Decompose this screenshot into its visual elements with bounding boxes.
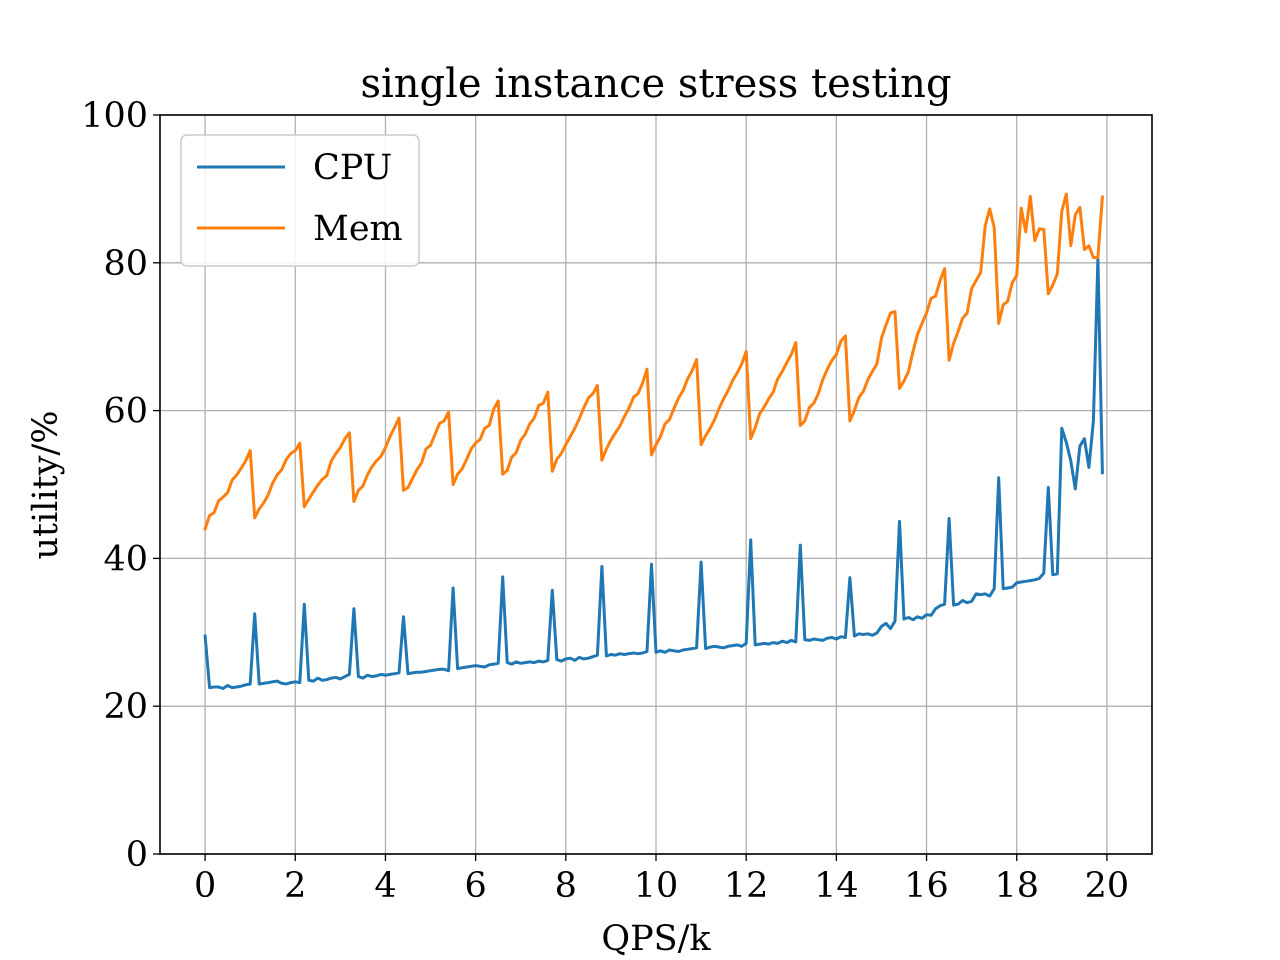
x-tick-label: 4 [374, 866, 396, 906]
y-tick-label: 100 [81, 96, 148, 136]
x-tick-label: 16 [904, 866, 949, 906]
legend: CPU Mem [180, 134, 420, 267]
series-line-cpu [203, 256, 1104, 690]
legend-label: Mem [313, 209, 403, 249]
y-tick-label: 80 [103, 244, 148, 284]
x-tick-label: 6 [464, 866, 486, 906]
y-tick-label: 20 [103, 687, 148, 727]
x-axis-label: QPS/k [601, 919, 711, 959]
chart-title: single instance stress testing [360, 61, 951, 107]
legend-label: CPU [313, 148, 392, 188]
y-axis-label: utility/% [26, 410, 66, 559]
x-tick-label: 20 [1085, 866, 1130, 906]
y-tick-label: 40 [103, 539, 148, 579]
y-tick-label: 60 [103, 392, 148, 432]
x-axis: 0 2 4 6 8 10 12 14 16 18 20 [194, 854, 1129, 906]
y-axis: 0 20 40 60 80 100 [81, 96, 160, 875]
y-tick-label: 0 [126, 835, 148, 875]
x-tick-label: 14 [814, 866, 859, 906]
series-lines [203, 192, 1105, 690]
x-tick-label: 2 [284, 866, 306, 906]
x-tick-label: 12 [724, 866, 769, 906]
x-tick-label: 10 [634, 866, 679, 906]
x-tick-label: 8 [555, 866, 577, 906]
x-tick-label: 0 [194, 866, 216, 906]
x-tick-label: 18 [994, 866, 1039, 906]
series-line-mem [203, 192, 1105, 531]
